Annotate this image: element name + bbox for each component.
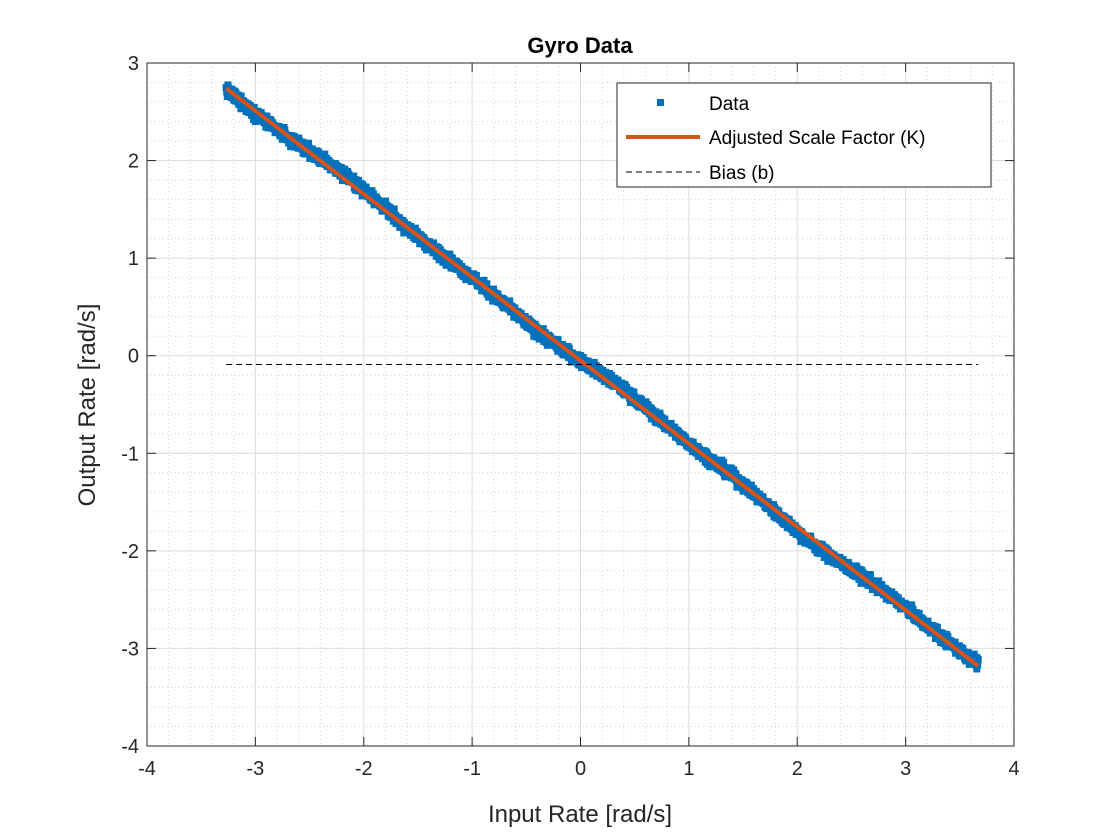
data-point [554,336,562,344]
x-tick-label: -3 [246,758,264,780]
data-point [321,150,329,158]
data-point [630,388,638,396]
legend-marker-data [657,99,664,106]
data-point [974,656,982,664]
y-tick-label: -2 [121,541,139,563]
x-axis-label: Input Rate [rad/s] [488,801,672,828]
data-point [539,325,547,333]
y-tick-label: -3 [121,638,139,660]
data-point [908,601,916,609]
ticks [146,62,1015,747]
x-tick-label: 3 [900,758,911,780]
x-tick-label: -4 [138,758,156,780]
data-point [933,623,941,631]
data-point [944,632,952,640]
data-point [350,172,358,180]
y-axis-label: Output Rate [rad/s] [74,304,101,507]
y-tick-label: 0 [128,346,139,368]
y-tick-label: 1 [128,248,139,270]
data-point [305,139,313,147]
x-tick-label: -2 [355,758,373,780]
data-layer [222,81,982,673]
scale-factor-line [224,86,980,668]
data-point [915,609,923,617]
y-tick-label: 3 [128,53,139,75]
data-point [250,103,258,111]
x-tick-label: -1 [463,758,481,780]
legend-label-data: Data [709,94,750,115]
chart-title: Gyro Data [527,33,633,58]
data-point [362,183,370,191]
legend: Data Adjusted Scale Factor (K) Bias (b) [616,82,992,188]
y-tick-label: -4 [121,736,139,758]
legend-label-bias: Bias (b) [709,163,774,184]
y-tick-label: 2 [128,151,139,173]
data-point [390,205,398,213]
data-point [506,297,514,305]
y-tick-label: -1 [121,443,139,465]
data-point [290,132,298,140]
legend-label-scale-factor: Adjusted Scale Factor (K) [709,128,925,149]
data-point [472,271,480,279]
x-tick-label: 1 [683,758,694,780]
data-point [951,638,959,646]
data-point [411,224,419,232]
x-tick-label: 4 [1008,758,1019,780]
data-point [483,280,491,288]
data-point [407,222,415,230]
data-point [315,148,323,156]
data-point [661,415,669,423]
data-point [237,92,245,100]
data-point [490,285,498,293]
data-point [382,197,390,205]
data-point [667,419,675,427]
data-point [720,458,728,466]
data-point [430,239,438,247]
x-tick-label: 0 [575,758,586,780]
data-point [867,573,875,581]
data-point [747,481,755,489]
minor-grid [147,63,1014,746]
data-point [565,345,573,353]
tick-labels: -4 -3 -2 -1 0 1 2 3 4 -4 -3 -2 -1 0 1 2 3 [121,53,1019,780]
data-point [973,665,981,673]
x-tick-label: 2 [792,758,803,780]
